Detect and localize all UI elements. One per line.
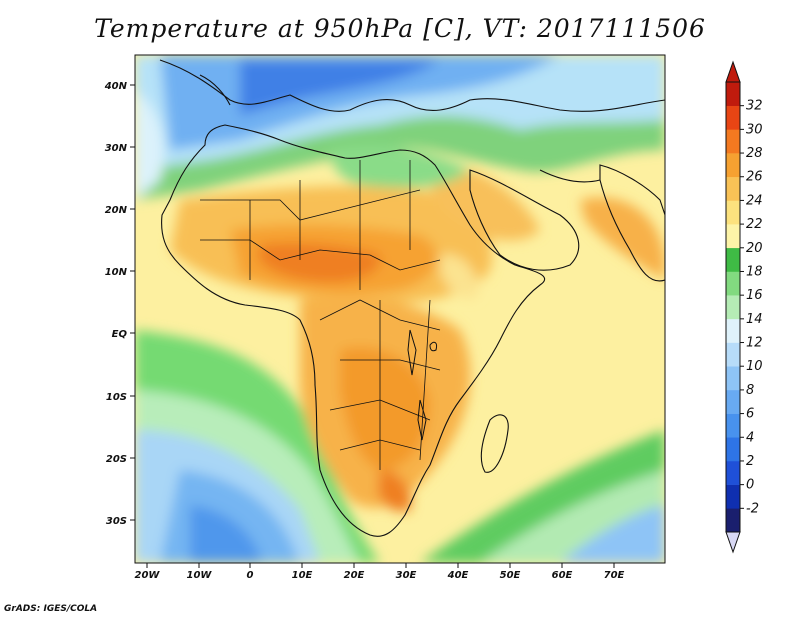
colorbar-tick-label: 6 bbox=[746, 407, 754, 422]
x-tick-label: 20E bbox=[344, 570, 365, 581]
colorbar-tick-label: 16 bbox=[746, 288, 763, 303]
colorbar-tick-label: 24 bbox=[746, 193, 763, 208]
colorbar-segment bbox=[726, 153, 740, 178]
x-tick-label: 10E bbox=[292, 570, 313, 581]
colorbar-tick-label: 28 bbox=[746, 146, 763, 161]
colorbar-tick-label: 8 bbox=[746, 383, 754, 398]
axis-ticks bbox=[130, 84, 615, 568]
colorbar-segment bbox=[726, 295, 740, 320]
colorbar-segment bbox=[726, 247, 740, 272]
colorbar-segment bbox=[726, 484, 740, 509]
colorbar-segment bbox=[726, 389, 740, 414]
y-tick-label: 20S bbox=[106, 454, 127, 465]
x-tick-label: 30E bbox=[396, 570, 417, 581]
colorbar-segment bbox=[726, 413, 740, 438]
x-tick-label: 50E bbox=[500, 570, 521, 581]
y-tick-label: 40N bbox=[104, 81, 128, 92]
colorbar-over-arrow bbox=[725, 60, 741, 83]
colorbar-segment bbox=[726, 318, 740, 343]
y-axis-labels: 40N 30N 20N 10N EQ 10S 20S 30S bbox=[104, 81, 128, 527]
colorbar-segment bbox=[726, 105, 740, 130]
colorbar-segment bbox=[726, 129, 740, 154]
x-tick-label: 0 bbox=[247, 570, 254, 581]
colorbar-tick-label: 2 bbox=[746, 454, 754, 469]
colorbar-tick-label: 10 bbox=[746, 359, 763, 374]
colorbar-tick-label: 4 bbox=[746, 430, 754, 445]
colorbar-tick-label: 14 bbox=[746, 312, 763, 327]
y-tick-label: 10N bbox=[105, 267, 128, 278]
coastlines bbox=[159, 59, 665, 537]
colorbar-segment bbox=[726, 437, 740, 462]
temperature-field bbox=[135, 55, 665, 563]
x-tick-label: 10W bbox=[187, 570, 213, 581]
colorbar-segment bbox=[726, 224, 740, 249]
chart-title: Temperature at 950hPa [C], VT: 201711150… bbox=[94, 14, 706, 43]
colorbar-tick-label: 20 bbox=[746, 241, 763, 256]
colorbar-under-arrow bbox=[725, 531, 741, 554]
colorbar-segment bbox=[726, 200, 740, 225]
colorbar-tick-label: 18 bbox=[746, 264, 763, 279]
y-tick-label: 20N bbox=[105, 205, 128, 216]
colorbar-segment bbox=[726, 342, 740, 367]
y-tick-label: 30S bbox=[106, 516, 127, 527]
colorbar-frame bbox=[725, 81, 741, 533]
credit-label: GrADS: IGES/COLA bbox=[4, 604, 98, 614]
x-tick-label: 40E bbox=[447, 570, 469, 581]
colorbar-tick-label: 22 bbox=[746, 217, 763, 232]
colorbar-segment bbox=[726, 366, 740, 391]
colorbar-tick-label: 32 bbox=[746, 99, 763, 114]
colorbar-tick-label: 12 bbox=[746, 336, 763, 351]
colorbar-tick-label: 0 bbox=[746, 478, 754, 493]
colorbar-segment bbox=[726, 508, 740, 533]
colorbar-segment bbox=[726, 176, 740, 201]
y-tick-label: 30N bbox=[105, 143, 128, 154]
x-tick-label: 60E bbox=[552, 570, 573, 581]
colorbar-tick-label: 30 bbox=[746, 122, 763, 137]
colorbar-segment bbox=[726, 271, 740, 296]
x-tick-label: 70E bbox=[604, 570, 625, 581]
x-tick-label: 20W bbox=[135, 570, 161, 581]
x-axis-labels: 20W 10W 0 10E 20E 30E 40E 50E 60E 70E bbox=[135, 570, 625, 581]
colorbar-tick-label: -2 bbox=[746, 501, 759, 516]
map-frame bbox=[134, 54, 666, 564]
y-tick-label: 10S bbox=[106, 392, 127, 403]
colorbar-segment bbox=[726, 460, 740, 485]
colorbar-segment bbox=[726, 82, 740, 106]
y-tick-label: EQ bbox=[112, 329, 128, 340]
colorbar-tick-label: 26 bbox=[746, 170, 763, 185]
